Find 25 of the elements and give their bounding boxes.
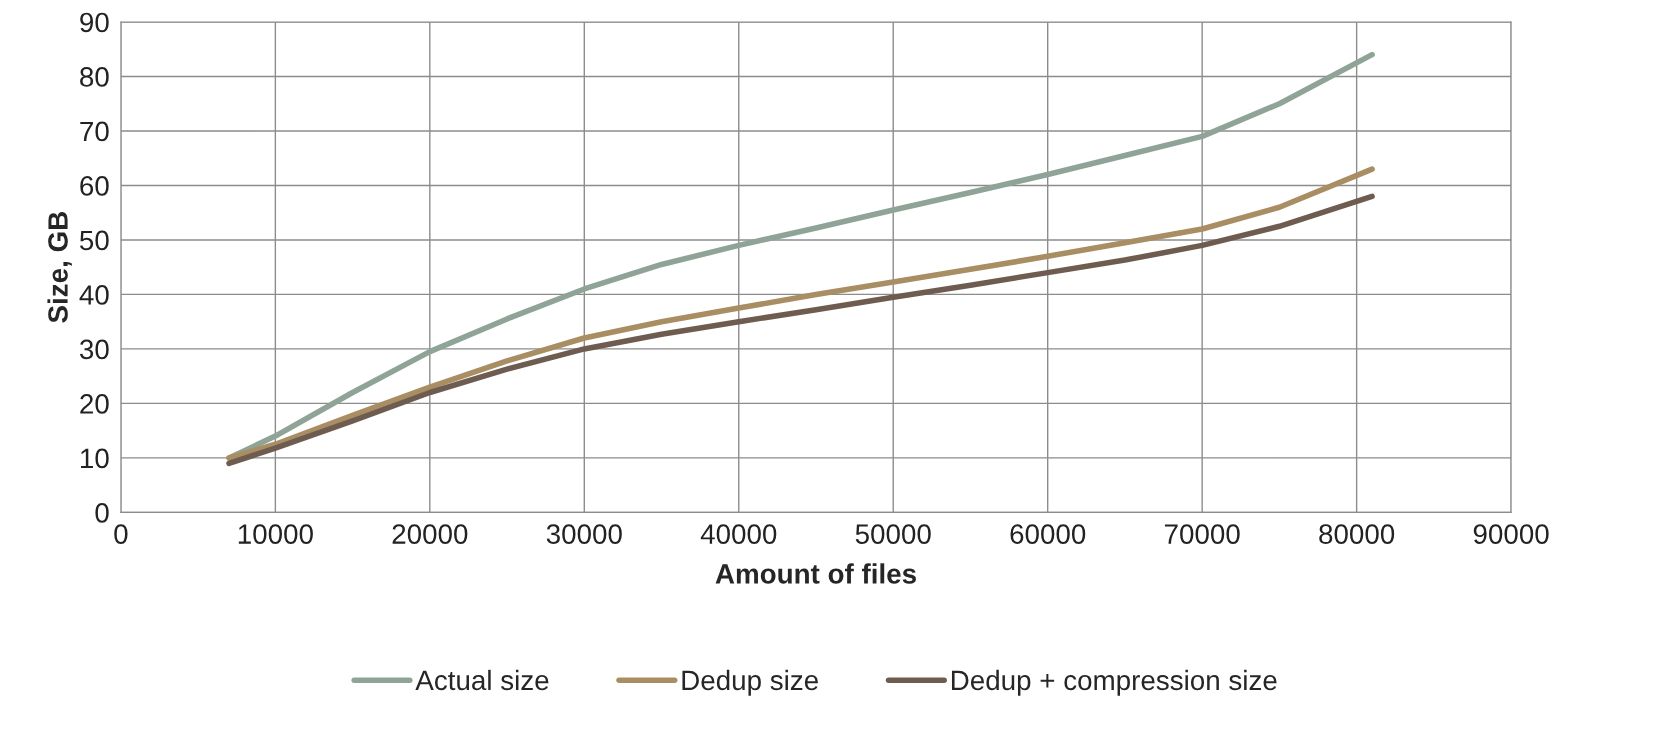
y-tick-label: 70 (80, 121, 109, 142)
x-tick-label: 70000 (1164, 524, 1240, 544)
y-tick-label: 20 (80, 394, 109, 414)
y-tick-label: 50 (79, 230, 109, 251)
y-tick-label: 60 (80, 176, 109, 196)
y-tick-label: 10 (81, 448, 109, 469)
x-tick-label: 30000 (546, 524, 622, 544)
x-tick-label: 20000 (392, 524, 468, 544)
x-tick-label: 60000 (1010, 524, 1086, 544)
x-tick-label: 50000 (855, 524, 931, 544)
x-tick-label: 0 (114, 524, 128, 544)
legend-label: Actual size (415, 669, 549, 691)
y-tick-label: 90 (80, 12, 109, 33)
x-tick-label: 10000 (238, 524, 313, 544)
x-tick-label: 40000 (700, 524, 777, 544)
x-tick-label: 80000 (1319, 524, 1395, 544)
y-tick-label: 40 (79, 285, 109, 305)
y-axis-title: Size, GB (47, 212, 72, 323)
x-axis-title: Amount of files (715, 563, 916, 584)
x-tick-label: 90000 (1473, 524, 1549, 544)
y-tick-label: 0 (95, 503, 109, 523)
y-tick-label: 80 (80, 67, 109, 87)
y-tick-label: 30 (79, 339, 109, 360)
legend-label: Dedup size (682, 669, 818, 696)
legend-label: Dedup + compression size (951, 669, 1277, 696)
